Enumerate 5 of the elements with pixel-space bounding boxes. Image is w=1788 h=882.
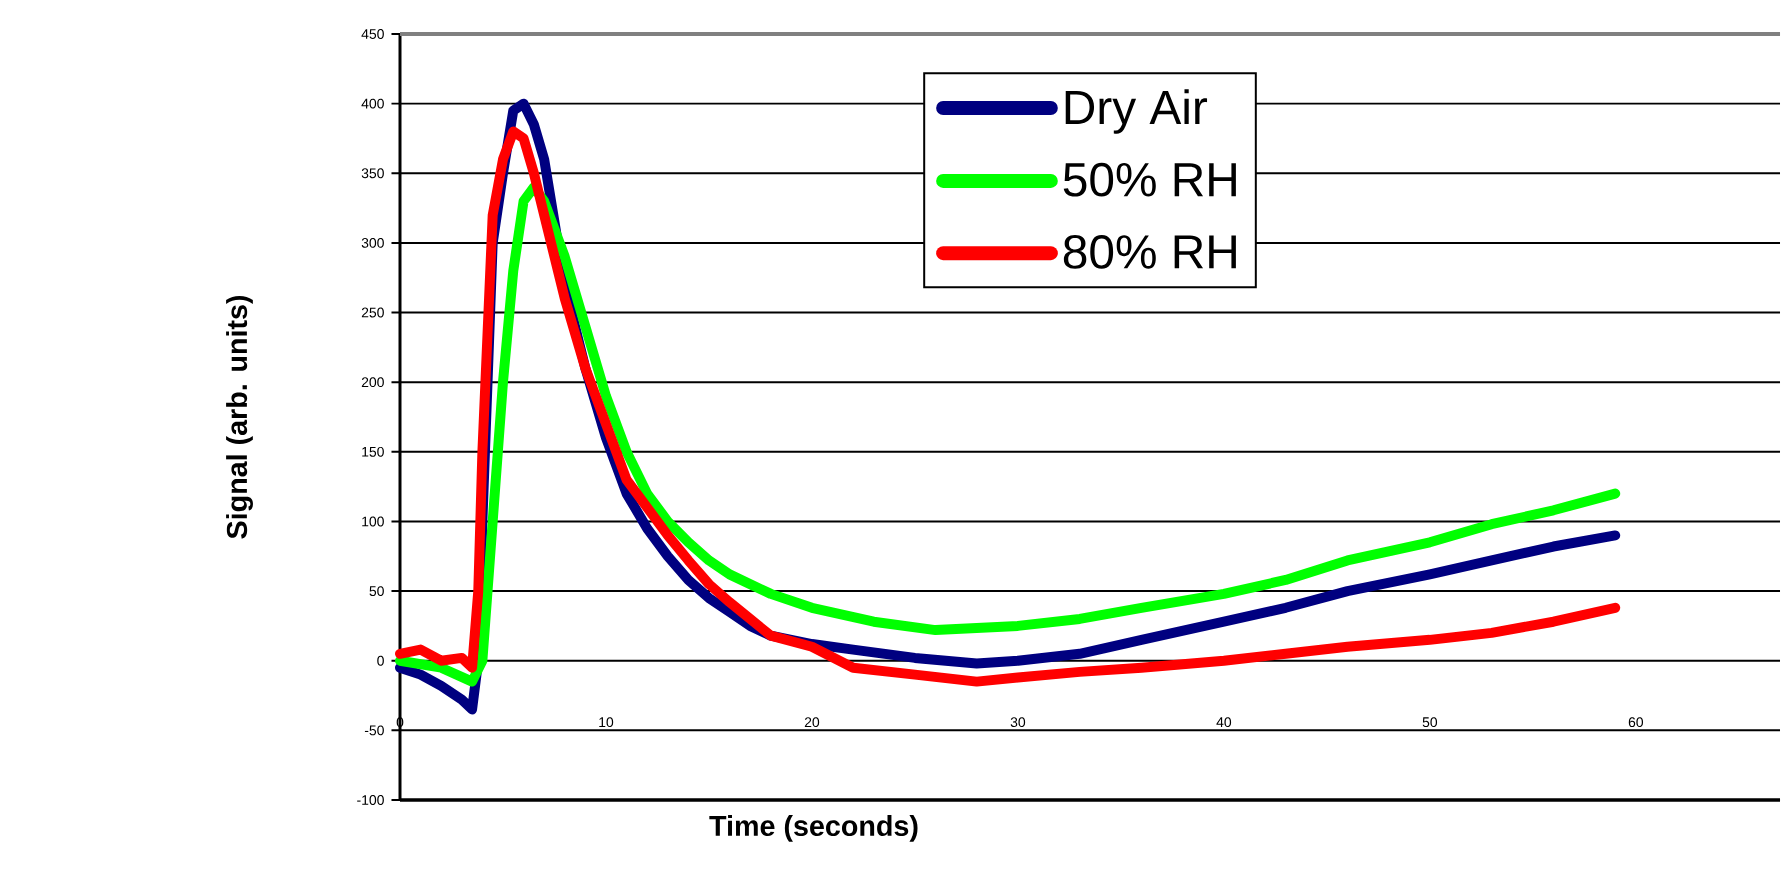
legend-label: 50% RH [1063,162,1236,197]
legend-label: Dry Air [1065,89,1208,134]
legend-label: 80% RH [1063,235,1236,269]
y-axis-title: Signal (arb. units) [226,295,253,539]
x-axis-title: Time (seconds) [709,815,918,842]
